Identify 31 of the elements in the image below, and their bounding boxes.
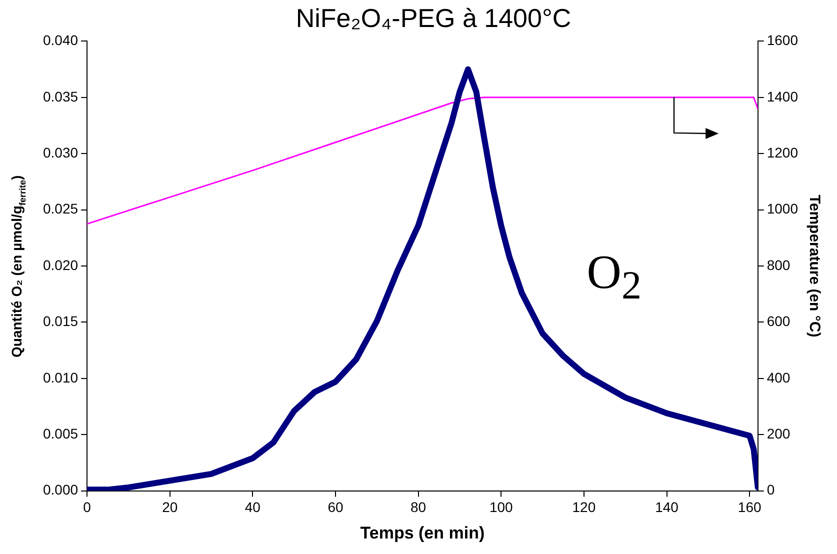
annotation: O$_{2}$ <box>586 246 642 308</box>
y-tick-label: 0.015 <box>42 313 78 330</box>
y-tick-label: 0.000 <box>42 482 78 498</box>
x-tick-label: 160 <box>738 499 762 516</box>
chart-title: NiFe₂O₄-PEG à 1400°C <box>296 2 572 33</box>
y-tick-label: 0.035 <box>42 88 78 104</box>
x-tick-label: 40 <box>244 499 261 516</box>
y2-tick-label: 0 <box>766 482 775 498</box>
y2-tick-label: 400 <box>766 369 790 386</box>
y-tick-label: 0.030 <box>42 144 78 160</box>
y-tick-label: 0.025 <box>42 200 78 217</box>
y2-axis-title: Temperature (en °C) <box>806 194 823 338</box>
x-tick-label: 120 <box>572 499 596 516</box>
y2-tick-label: 1600 <box>766 32 798 48</box>
x-tick-label: 100 <box>489 499 514 516</box>
y-tick-label: 0.010 <box>42 369 78 386</box>
y-tick-label: 0.005 <box>42 425 78 442</box>
x-tick-label: 140 <box>655 499 679 516</box>
y2-tick-label: 800 <box>766 256 790 273</box>
x-axis-title: Temps (en min) <box>360 523 485 542</box>
x-tick-label: 20 <box>162 499 178 516</box>
x-tick-label: 60 <box>328 499 344 516</box>
x-tick-label: 0 <box>83 499 92 516</box>
y-tick-label: 0.040 <box>42 32 78 48</box>
y2-tick-label: 1000 <box>766 200 798 217</box>
y2-tick-label: 1400 <box>766 88 798 104</box>
y2-tick-label: 1200 <box>766 144 798 160</box>
y-tick-label: 0.020 <box>42 256 78 273</box>
x-tick-label: 80 <box>410 499 426 516</box>
y2-tick-label: 600 <box>766 313 790 330</box>
y2-tick-label: 200 <box>766 425 790 442</box>
